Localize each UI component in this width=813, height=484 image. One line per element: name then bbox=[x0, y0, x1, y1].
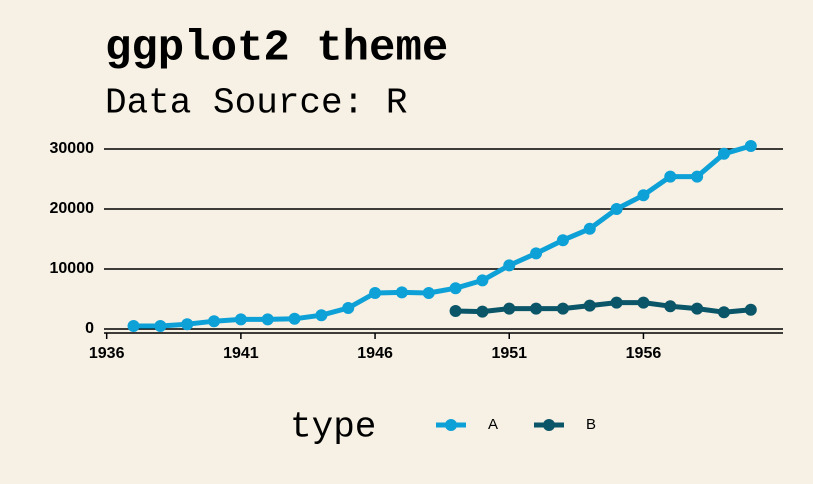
point bbox=[503, 259, 516, 272]
legend-title: type bbox=[290, 407, 376, 448]
legend-label: B bbox=[586, 416, 596, 433]
point bbox=[503, 302, 516, 315]
y-tick-label: 20000 bbox=[50, 200, 95, 217]
point bbox=[637, 189, 650, 202]
point bbox=[556, 302, 569, 315]
point bbox=[610, 203, 623, 215]
point bbox=[369, 287, 382, 299]
point bbox=[261, 313, 274, 326]
x-tick-label: 1956 bbox=[626, 345, 662, 362]
chart-subtitle: Data Source: R bbox=[105, 83, 407, 124]
point bbox=[664, 300, 677, 313]
point bbox=[342, 302, 355, 314]
point bbox=[234, 313, 247, 326]
point bbox=[127, 320, 140, 332]
x-tick-label: 1936 bbox=[89, 345, 125, 362]
point bbox=[154, 320, 167, 332]
point bbox=[664, 170, 677, 183]
point bbox=[208, 315, 221, 328]
point bbox=[315, 309, 328, 322]
point bbox=[556, 234, 569, 247]
point bbox=[637, 296, 650, 309]
point bbox=[530, 302, 543, 315]
point bbox=[744, 303, 757, 316]
point bbox=[181, 318, 194, 331]
point bbox=[476, 274, 489, 287]
point bbox=[691, 170, 704, 183]
chart-title: ggplot2 theme bbox=[105, 24, 448, 74]
point bbox=[744, 140, 757, 152]
point bbox=[288, 312, 301, 325]
y-tick-label: 0 bbox=[85, 320, 94, 337]
x-tick-label: 1946 bbox=[357, 345, 393, 362]
y-tick-label: 30000 bbox=[50, 140, 95, 157]
point bbox=[530, 247, 543, 260]
point bbox=[422, 287, 435, 299]
point bbox=[476, 305, 489, 318]
point bbox=[449, 282, 462, 295]
point bbox=[717, 306, 730, 319]
y-tick-label: 10000 bbox=[50, 260, 95, 277]
point bbox=[449, 305, 462, 317]
x-tick-label: 1951 bbox=[491, 345, 527, 362]
point bbox=[395, 286, 408, 299]
point bbox=[610, 296, 623, 309]
legend-key-point bbox=[445, 419, 457, 431]
point bbox=[691, 302, 704, 315]
point bbox=[717, 147, 730, 160]
x-tick-label: 1941 bbox=[223, 345, 259, 362]
legend-key-point bbox=[543, 419, 555, 431]
point bbox=[583, 222, 596, 235]
point bbox=[583, 299, 596, 312]
legend-label: A bbox=[488, 416, 498, 433]
